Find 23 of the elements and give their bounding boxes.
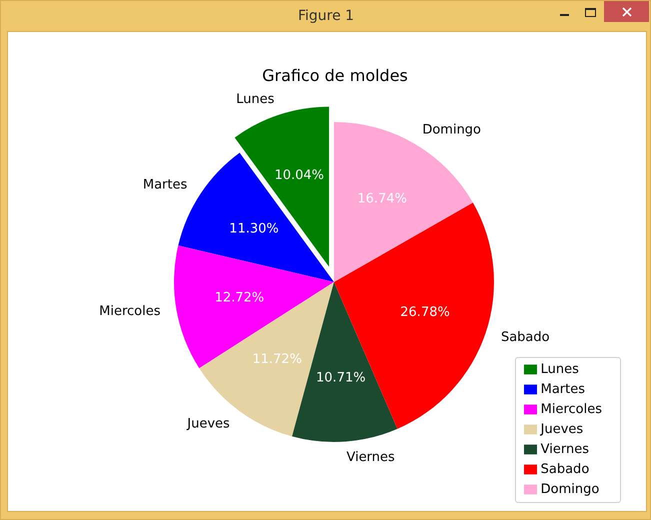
data-label: 26.78%: [400, 304, 450, 320]
legend-label: Lunes: [540, 362, 579, 377]
slice-label: Jueves: [186, 416, 230, 432]
chart-title: Grafico de moldes: [261, 66, 409, 86]
legend-label: Sabado: [540, 462, 590, 477]
data-label: 12.72%: [214, 290, 264, 306]
caption: Figure 1: [296, 7, 356, 26]
slice-label: Martes: [142, 177, 188, 192]
legend-label: Miercoles: [540, 402, 602, 417]
legend-label: Martes: [540, 382, 586, 397]
slice-label: Sabado: [500, 330, 550, 346]
slice-label: Miercoles: [99, 304, 161, 320]
legend-label: Jueves: [540, 422, 584, 437]
data-label: 11.72%: [252, 352, 302, 367]
data-label: 10.04%: [274, 168, 324, 184]
legend-label: Domingo: [540, 482, 600, 497]
data-label: 16.74%: [357, 191, 407, 206]
slice-label: Domingo: [422, 122, 482, 138]
slice-label: Viernes: [346, 450, 396, 466]
data-label: 10.71%: [316, 370, 366, 386]
legend-label: Viernes: [540, 442, 589, 457]
data-label: 11.30%: [229, 221, 279, 236]
slice-label: Lunes: [236, 92, 275, 107]
